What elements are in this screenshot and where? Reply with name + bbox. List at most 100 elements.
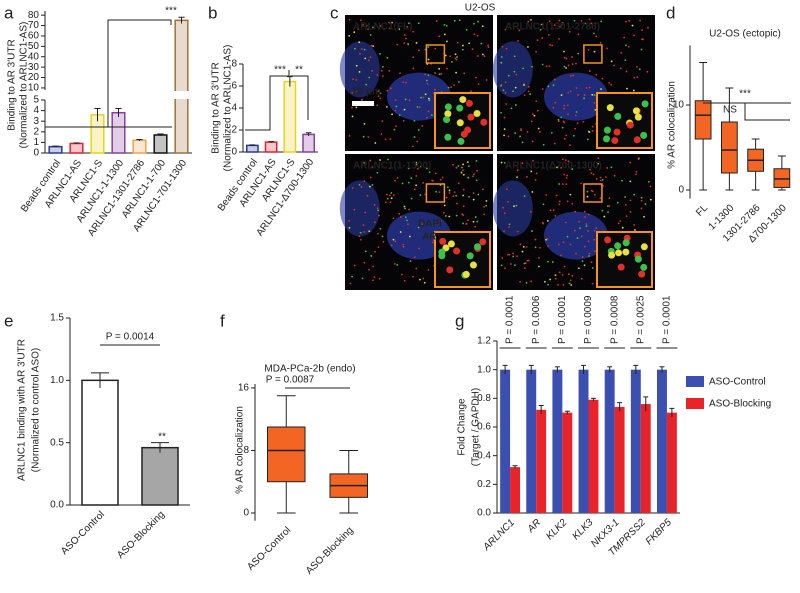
puncta	[583, 94, 586, 96]
puncta	[558, 19, 561, 22]
inset-puncta	[444, 133, 452, 141]
puncta	[434, 47, 437, 50]
bar	[283, 80, 297, 153]
puncta	[575, 111, 578, 113]
puncta	[434, 72, 436, 74]
puncta	[566, 200, 569, 203]
puncta	[391, 113, 393, 116]
puncta	[500, 111, 502, 114]
puncta	[588, 18, 591, 21]
puncta	[367, 28, 369, 31]
puncta	[542, 222, 545, 225]
annotation: **	[295, 65, 303, 76]
puncta	[472, 198, 475, 201]
puncta	[485, 79, 488, 81]
inset-puncta	[462, 270, 470, 278]
puncta	[633, 223, 636, 226]
puncta	[638, 157, 640, 159]
bar	[132, 139, 147, 154]
puncta	[594, 250, 596, 253]
puncta	[473, 173, 475, 176]
puncta	[415, 42, 418, 44]
puncta	[561, 158, 564, 161]
puncta	[461, 213, 464, 215]
inset-puncta	[611, 137, 619, 145]
puncta	[354, 47, 356, 50]
puncta	[422, 96, 425, 99]
puncta	[617, 222, 620, 225]
puncta	[361, 277, 364, 280]
puncta	[371, 166, 374, 168]
puncta	[561, 126, 564, 129]
puncta	[446, 186, 449, 189]
puncta	[483, 213, 486, 216]
puncta	[456, 202, 458, 205]
puncta	[457, 81, 460, 83]
puncta	[569, 243, 572, 246]
puncta	[435, 20, 438, 22]
bracket	[107, 19, 172, 127]
puncta	[461, 48, 464, 51]
bar	[153, 134, 168, 154]
puncta	[443, 211, 445, 214]
puncta	[381, 120, 384, 123]
y-tick-label: 3	[33, 116, 39, 127]
puncta	[379, 227, 382, 230]
puncta	[461, 166, 463, 169]
puncta	[500, 56, 503, 58]
puncta	[561, 21, 564, 24]
inset-puncta	[456, 119, 464, 127]
puncta	[547, 283, 549, 286]
puncta	[549, 209, 552, 212]
puncta	[504, 267, 506, 270]
puncta	[379, 159, 381, 161]
puncta	[348, 34, 351, 37]
puncta	[647, 26, 649, 29]
puncta	[610, 166, 613, 169]
puncta	[603, 215, 606, 218]
puncta	[385, 105, 388, 108]
puncta	[420, 96, 422, 99]
inset-puncta	[438, 252, 446, 260]
puncta	[586, 190, 589, 193]
puncta	[482, 188, 484, 191]
puncta	[438, 67, 441, 70]
puncta	[636, 65, 638, 68]
y-tick-label: 1.2	[477, 336, 491, 347]
puncta	[477, 55, 479, 57]
puncta	[523, 262, 526, 265]
puncta	[529, 210, 532, 213]
inset-puncta	[640, 243, 648, 251]
puncta	[502, 206, 505, 209]
puncta	[578, 220, 581, 223]
puncta	[399, 216, 402, 218]
puncta	[526, 259, 529, 262]
puncta	[563, 65, 566, 68]
puncta	[462, 163, 464, 166]
puncta	[558, 37, 560, 40]
puncta	[591, 190, 594, 193]
puncta	[588, 255, 590, 257]
stain-label: DAPI	[418, 219, 442, 230]
puncta	[369, 56, 372, 58]
bar	[141, 446, 179, 506]
puncta	[588, 86, 591, 89]
puncta	[538, 257, 540, 259]
puncta	[585, 223, 588, 225]
y-axis-label: Fold Change	[457, 398, 468, 456]
roi-box	[425, 44, 446, 64]
image-label: ARLNC1(Δ700-1300)	[505, 161, 602, 172]
puncta	[504, 92, 507, 94]
puncta	[606, 167, 609, 169]
puncta	[626, 87, 628, 90]
puncta	[591, 282, 594, 285]
puncta	[527, 46, 529, 48]
y-axis-label: (Normalized to ARLNC1-AS)	[223, 45, 234, 172]
puncta	[547, 245, 549, 247]
inset-puncta	[603, 126, 611, 134]
puncta	[398, 114, 401, 117]
puncta	[444, 215, 447, 217]
puncta	[583, 245, 586, 248]
puncta	[548, 20, 551, 23]
puncta	[477, 193, 480, 196]
